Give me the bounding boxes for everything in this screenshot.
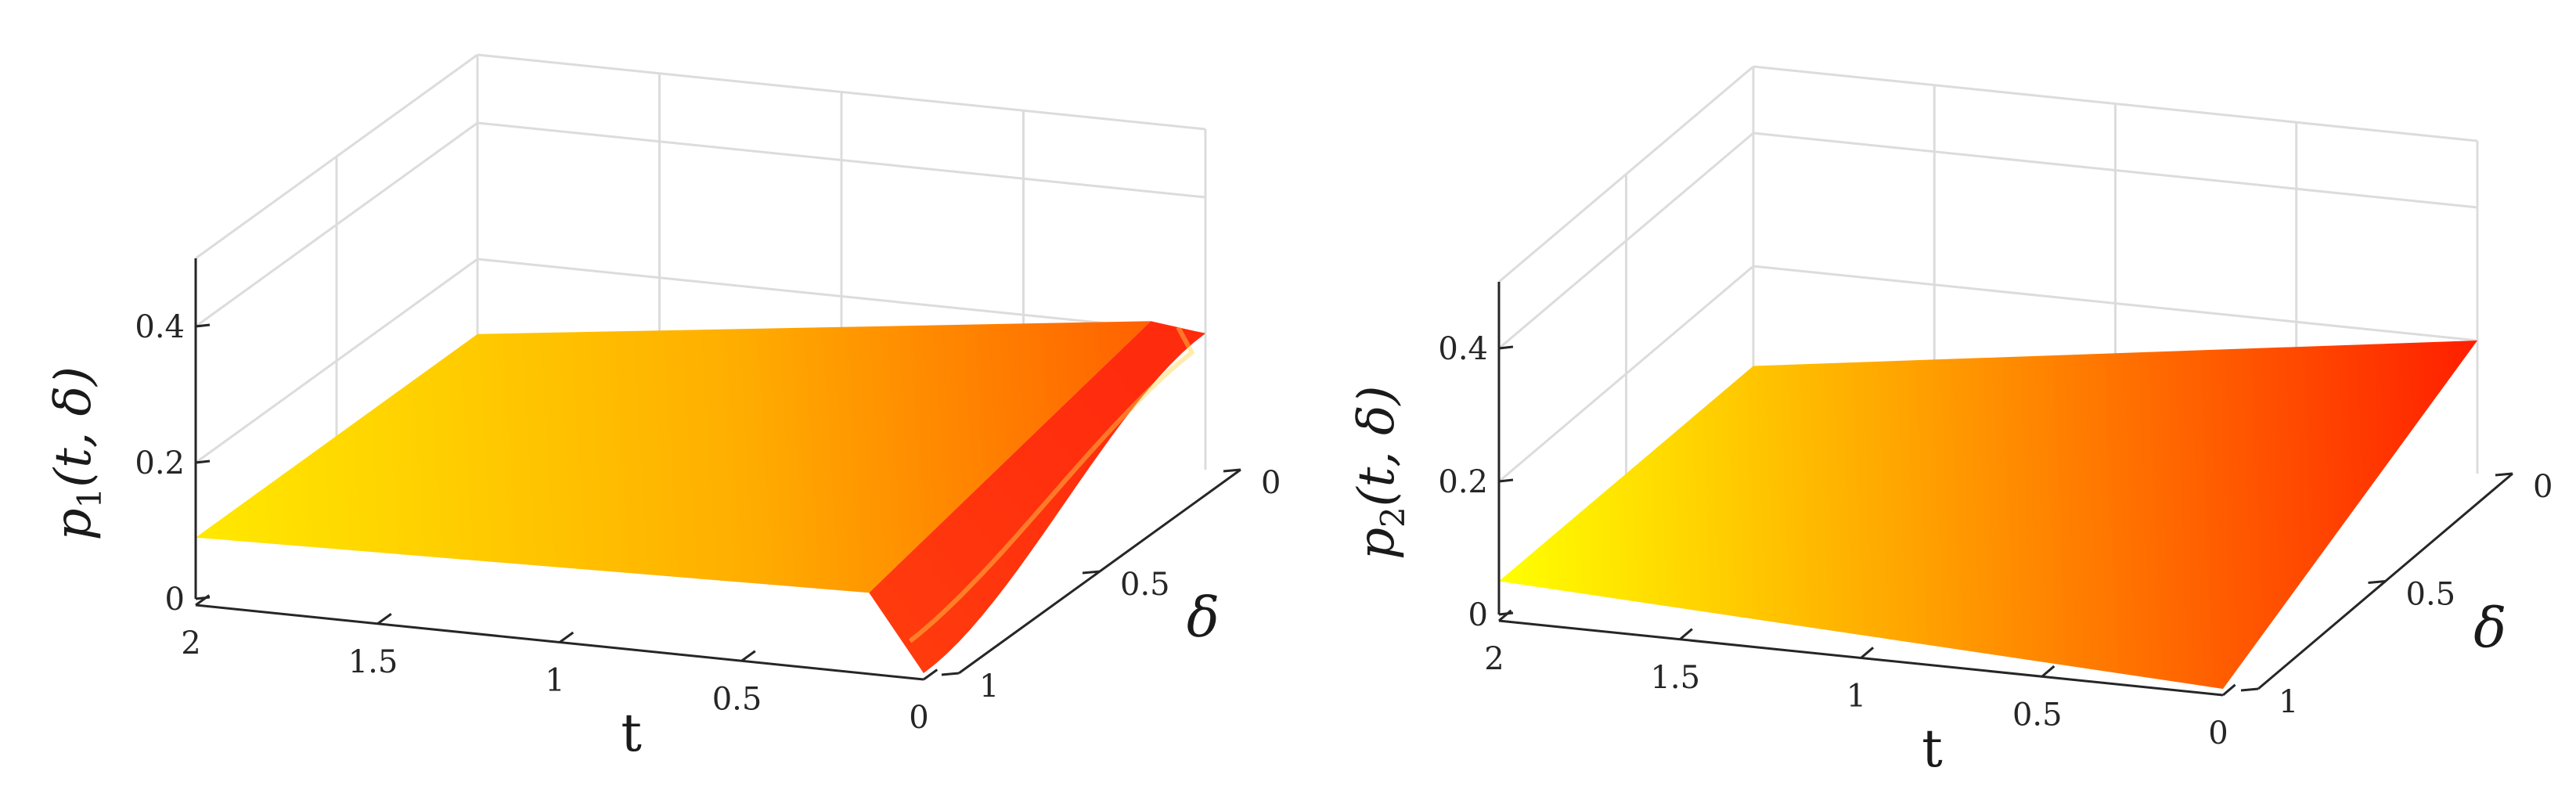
grid-line [195,121,478,328]
delta-tick-label: 0 [2533,469,2553,505]
z-tick-label: 0.2 [1438,464,1488,500]
z-label-base: p [45,509,103,541]
delta-tick-mark [2240,687,2259,692]
t-tick-mark [2041,665,2055,678]
t-tick-mark [1498,609,1512,622]
grid-line [1753,265,2478,342]
z-tick-label: 0.4 [1438,331,1488,367]
surface [196,321,1205,673]
delta-tick-label: 0 [1261,465,1281,501]
z-tick-mark [1498,345,1514,350]
t-axis-label: t [621,703,642,763]
z-tick-label: 0.4 [135,309,185,345]
t-tick-label: 2 [181,625,200,661]
t-tick-mark [195,594,211,607]
z-tick-label: 0.2 [135,445,185,481]
t-tick-label: 1.5 [348,644,398,680]
z-axis-label: p2(t, δ) [1348,385,1412,560]
grid-line [1753,65,2478,142]
grid-line [195,258,478,464]
grid-line [1498,65,1754,283]
delta-tick-mark [941,672,960,676]
t-tick-mark [1860,647,1875,659]
delta-tick-label: 0.5 [1120,567,1170,603]
grid [1497,65,2479,614]
t-tick-mark [559,631,575,643]
surface-sheet [1499,341,2477,689]
surface [1499,341,2477,689]
t-tick-label: 0 [909,700,928,736]
z-label-sub: 1 [70,488,109,509]
t-tick-mark [1679,628,1693,640]
t-tick-mark [2222,683,2236,697]
t-tick-mark [923,668,939,681]
t-tick-label: 1.5 [1650,660,1700,696]
delta-tick-mark [2495,472,2513,477]
z-label-base: p [1348,528,1406,560]
t-tick-label: 0.5 [2012,697,2063,733]
z-axis-label: p1(t, δ) [45,366,109,541]
t-tick-label: 1 [545,663,564,699]
t-tick-label: 0 [2208,715,2228,751]
surface-highlight [908,326,1195,643]
grid-line [477,258,1206,335]
z-tick-mark [195,323,211,328]
t-tick-label: 1 [1846,679,1866,715]
delta-tick-mark [1082,570,1101,575]
grid-line [1498,132,1754,350]
z-label-args: (t, δ) [1348,385,1406,506]
delta-tick-label: 1 [2279,684,2298,720]
z-label-sub: 2 [1374,506,1412,528]
z-label-args: (t, δ) [45,366,103,488]
t-axis-label: t [1922,719,1943,779]
delta-axis-label: δ [1187,586,1220,650]
t-tick-label: 0.5 [712,681,762,717]
t-tick-label: 2 [1484,641,1504,677]
z-tick-mark [1498,478,1514,483]
grid-line [477,121,1206,199]
surface-sheet [196,321,1151,593]
z-tick-label: 0 [165,582,185,618]
delta-tick-label: 1 [979,668,999,705]
t-tick-mark [740,650,756,662]
z-tick-mark [195,459,211,464]
t-tick-mark [376,613,392,625]
grid-line [477,53,1206,131]
grid-line [1753,132,2478,209]
surface-edge [869,321,1205,673]
grid-line [195,53,478,260]
delta-tick-mark [1223,468,1241,473]
delta-tick-label: 0.5 [2406,577,2456,613]
delta-axis-label: δ [2473,596,2506,660]
z-tick-label: 0 [1468,597,1488,633]
delta-tick-mark [2368,580,2386,584]
grid-line [1498,265,1754,483]
